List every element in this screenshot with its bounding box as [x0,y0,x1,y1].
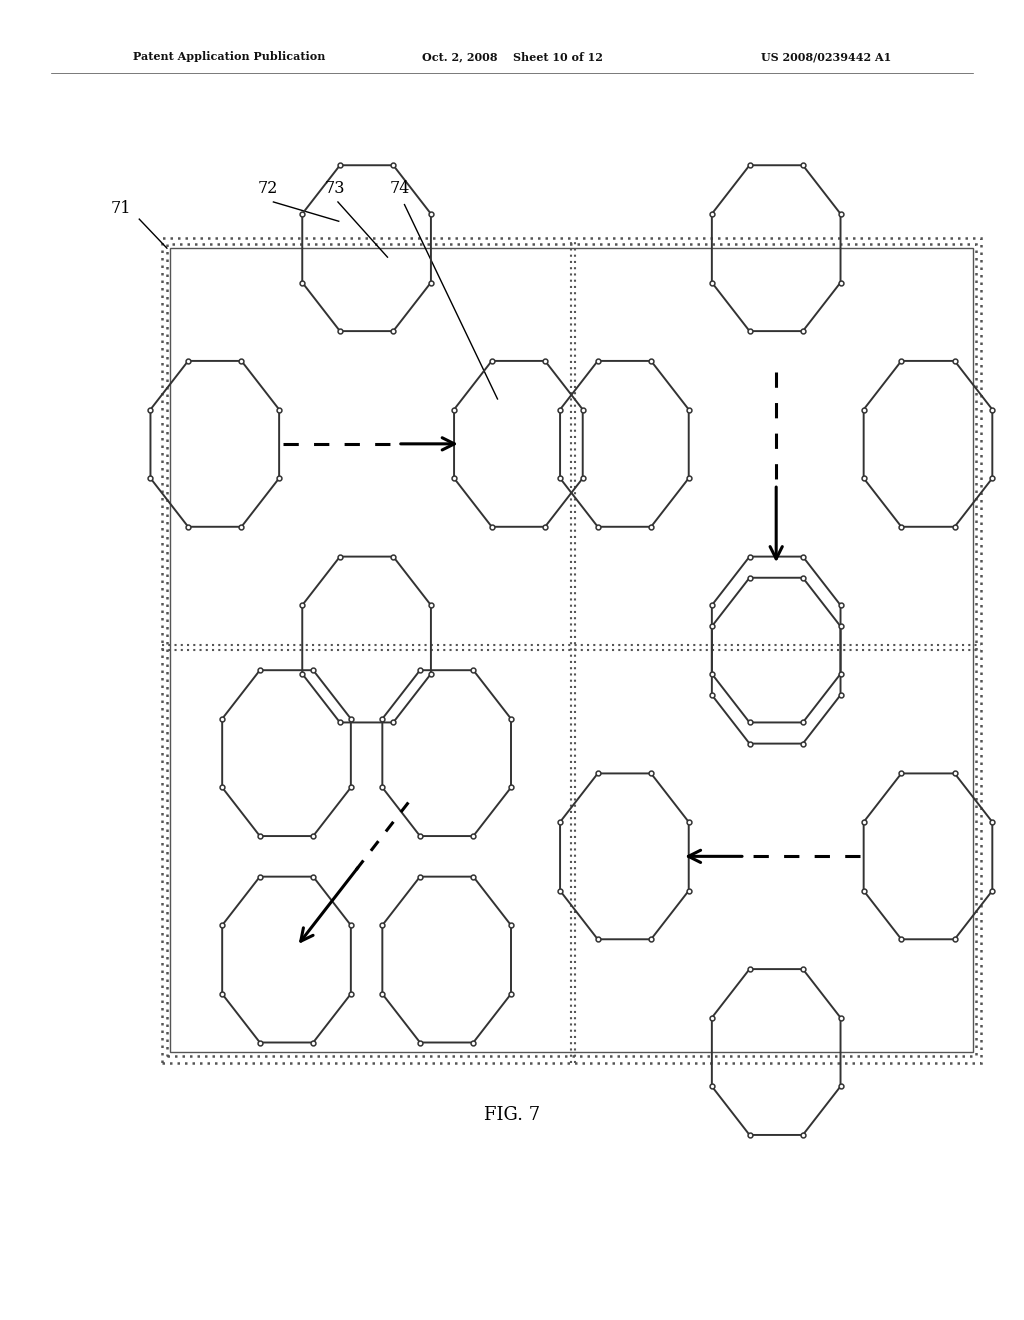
Text: Oct. 2, 2008    Sheet 10 of 12: Oct. 2, 2008 Sheet 10 of 12 [422,51,602,62]
Text: Patent Application Publication: Patent Application Publication [133,51,326,62]
Bar [170,248,973,1052]
Text: 74: 74 [389,181,410,197]
Text: 72: 72 [258,181,279,197]
Text: US 2008/0239442 A1: US 2008/0239442 A1 [761,51,891,62]
Bar [167,244,976,1056]
Text: 71: 71 [111,201,131,216]
Text: 73: 73 [325,181,345,197]
Text: FIG. 7: FIG. 7 [484,1106,540,1125]
Bar [162,238,981,1063]
